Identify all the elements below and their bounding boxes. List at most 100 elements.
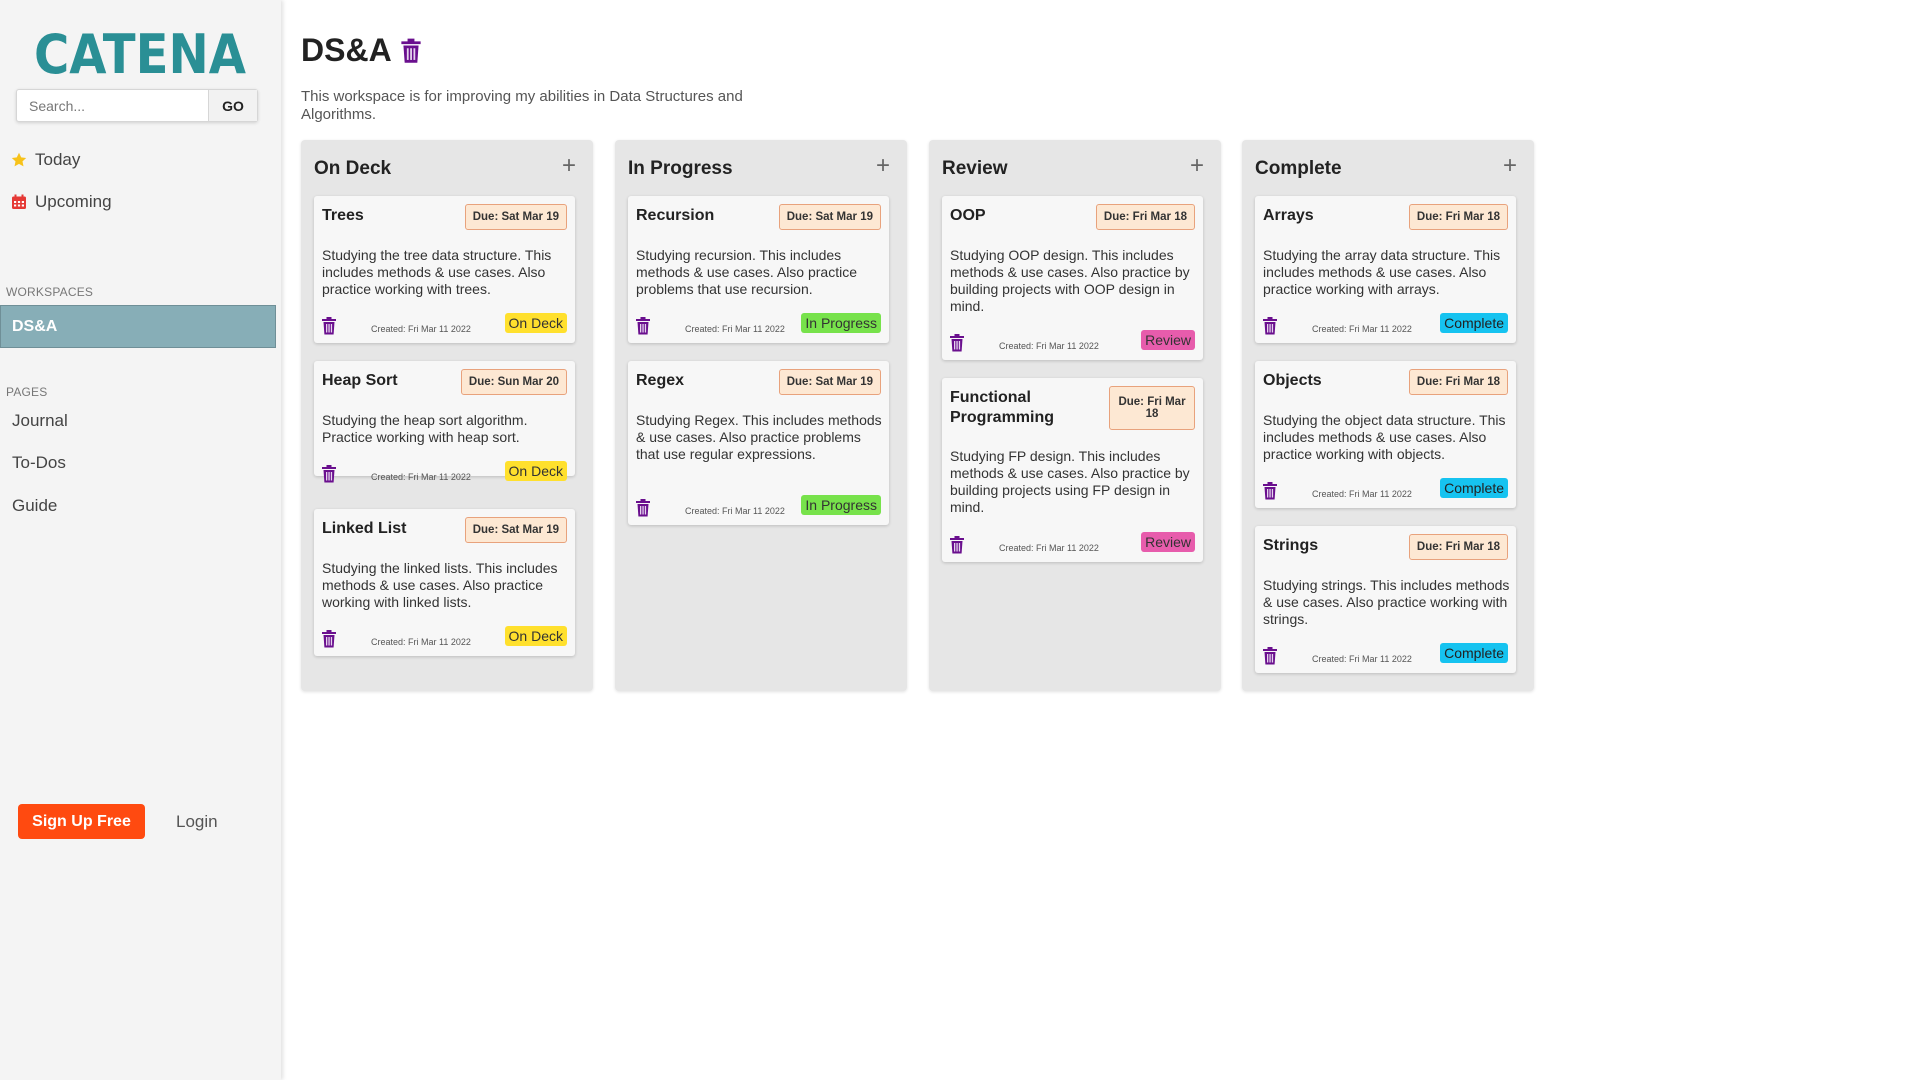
due-badge: Due: Fri Mar 18 xyxy=(1095,204,1195,230)
trash-icon[interactable] xyxy=(321,317,337,335)
created-date: Created: Fri Mar 11 2022 xyxy=(371,637,471,647)
card-title: Functional Programming xyxy=(950,389,1055,426)
status-badge[interactable]: On Deck xyxy=(504,461,567,481)
status-badge[interactable]: On Deck xyxy=(504,626,567,646)
nav-upcoming[interactable]: Upcoming xyxy=(11,192,112,212)
trash-icon[interactable] xyxy=(949,334,965,352)
sidebar: CATENA GO Today Upcoming WORKSPACES DS&A… xyxy=(0,0,281,1080)
created-date: Created: Fri Mar 11 2022 xyxy=(1312,324,1412,334)
due-badge: Due: Sat Mar 19 xyxy=(778,369,881,395)
card-description: Studying the array data structure. This … xyxy=(1263,247,1501,297)
trash-icon[interactable] xyxy=(321,630,337,648)
trash-icon[interactable] xyxy=(635,317,651,335)
column-title: On Deck xyxy=(314,158,392,179)
logo-text: CATENA xyxy=(34,26,246,78)
add-card-button[interactable]: + xyxy=(561,152,576,179)
card-title: Recursion xyxy=(636,207,715,224)
due-badge: Due: Sun Mar 20 xyxy=(460,369,567,395)
due-badge: Due: Fri Mar 18 xyxy=(1408,369,1508,395)
workspace-title: DS&A xyxy=(301,32,392,68)
created-date: Created: Fri Mar 11 2022 xyxy=(371,324,471,334)
card-title: Arrays xyxy=(1263,207,1314,224)
task-card[interactable]: Linked List Due: Sat Mar 19 Studying the… xyxy=(314,509,575,656)
created-date: Created: Fri Mar 11 2022 xyxy=(1312,489,1412,499)
task-card[interactable]: Recursion Due: Sat Mar 19 Studying recur… xyxy=(628,196,889,343)
task-card[interactable]: Objects Due: Fri Mar 18 Studying the obj… xyxy=(1255,361,1516,508)
status-badge[interactable]: Complete xyxy=(1440,478,1508,498)
status-badge[interactable]: Complete xyxy=(1440,643,1508,663)
due-badge: Due: Sat Mar 19 xyxy=(464,517,567,543)
column-complete: Complete + Arrays Due: Fri Mar 18 Studyi… xyxy=(1242,140,1534,691)
search-input[interactable] xyxy=(17,90,208,121)
card-title: Regex xyxy=(636,372,685,389)
column-title: Complete xyxy=(1255,158,1342,179)
nav-upcoming-label: Upcoming xyxy=(35,192,112,211)
due-badge: Due: Sat Mar 19 xyxy=(778,204,881,230)
task-card[interactable]: OOP Due: Fri Mar 18 Studying OOP design.… xyxy=(942,196,1203,360)
add-card-button[interactable]: + xyxy=(1502,152,1517,179)
trash-icon[interactable] xyxy=(635,499,651,517)
due-badge: Due: Sat Mar 19 xyxy=(464,204,567,230)
login-link[interactable]: Login xyxy=(176,812,218,831)
card-title: Heap Sort xyxy=(322,372,398,389)
workspace-description: This workspace is for improving my abili… xyxy=(301,88,743,123)
card-title: OOP xyxy=(950,207,986,224)
trash-icon[interactable] xyxy=(1262,647,1278,665)
star-icon xyxy=(11,152,27,167)
status-badge[interactable]: Complete xyxy=(1440,313,1508,333)
column-title: Review xyxy=(942,158,1008,179)
card-title: Trees xyxy=(322,207,364,224)
due-badge: Due: Fri Mar 18 xyxy=(1408,204,1508,230)
created-date: Created: Fri Mar 11 2022 xyxy=(685,506,785,516)
column-in-progress: In Progress + Recursion Due: Sat Mar 19 … xyxy=(615,140,907,691)
card-title: Objects xyxy=(1263,372,1322,389)
nav-today-label: Today xyxy=(35,150,81,169)
workspace-item-dsa[interactable]: DS&A xyxy=(0,305,276,348)
task-card[interactable]: Arrays Due: Fri Mar 18 Studying the arra… xyxy=(1255,196,1516,343)
task-card[interactable]: Strings Due: Fri Mar 18 Studying strings… xyxy=(1255,526,1516,673)
page-item-todos[interactable]: To-Dos xyxy=(12,453,66,472)
status-badge[interactable]: Review xyxy=(1141,330,1195,350)
delete-workspace-trash-icon[interactable] xyxy=(400,38,422,64)
trash-icon[interactable] xyxy=(1262,482,1278,500)
task-card[interactable]: Regex Due: Sat Mar 19 Studying Regex. Th… xyxy=(628,361,889,525)
trash-icon[interactable] xyxy=(321,465,337,483)
status-badge[interactable]: Review xyxy=(1141,532,1195,552)
card-description: Studying the linked lists. This includes… xyxy=(322,560,558,610)
nav-today[interactable]: Today xyxy=(11,150,80,170)
status-badge[interactable]: In Progress xyxy=(801,495,881,515)
trash-icon[interactable] xyxy=(949,536,965,554)
created-date: Created: Fri Mar 11 2022 xyxy=(999,341,1099,351)
search-go-button[interactable]: GO xyxy=(208,90,257,121)
card-title: Strings xyxy=(1263,537,1319,554)
card-title: Linked List xyxy=(322,520,407,537)
card-description: Studying strings. This includes methods … xyxy=(1263,577,1510,627)
task-card[interactable]: Functional Programming Due: Fri Mar 18 S… xyxy=(942,378,1203,562)
card-description: Studying OOP design. This includes metho… xyxy=(950,247,1190,314)
status-badge[interactable]: In Progress xyxy=(801,313,881,333)
created-date: Created: Fri Mar 11 2022 xyxy=(1312,654,1412,664)
card-description: Studying recursion. This includes method… xyxy=(636,247,857,297)
add-card-button[interactable]: + xyxy=(875,152,890,179)
card-description: Studying the tree data structure. This i… xyxy=(322,247,552,297)
add-card-button[interactable]: + xyxy=(1189,152,1204,179)
column-review: Review + OOP Due: Fri Mar 18 Studying OO… xyxy=(929,140,1221,691)
trash-icon[interactable] xyxy=(1262,317,1278,335)
card-description: Studying Regex. This includes methods & … xyxy=(636,412,882,462)
task-card[interactable]: Heap Sort Due: Sun Mar 20 Studying the h… xyxy=(314,361,575,483)
due-badge: Due: Fri Mar 18 xyxy=(1109,386,1195,430)
search-box: GO xyxy=(16,89,258,122)
calendar-icon xyxy=(12,194,26,209)
task-card[interactable]: Trees Due: Sat Mar 19 Studying the tree … xyxy=(314,196,575,343)
card-description: Studying the object data structure. This… xyxy=(1263,412,1506,462)
catena-logo[interactable]: CATENA xyxy=(33,26,248,78)
column-title: In Progress xyxy=(628,158,733,179)
pages-label: PAGES xyxy=(6,385,48,399)
created-date: Created: Fri Mar 11 2022 xyxy=(999,543,1099,553)
signup-button[interactable]: Sign Up Free xyxy=(18,804,145,839)
page-item-journal[interactable]: Journal xyxy=(12,411,68,430)
created-date: Created: Fri Mar 11 2022 xyxy=(371,472,471,482)
card-description: Studying FP design. This includes method… xyxy=(950,448,1190,515)
status-badge[interactable]: On Deck xyxy=(504,313,567,333)
page-item-guide[interactable]: Guide xyxy=(12,496,58,515)
